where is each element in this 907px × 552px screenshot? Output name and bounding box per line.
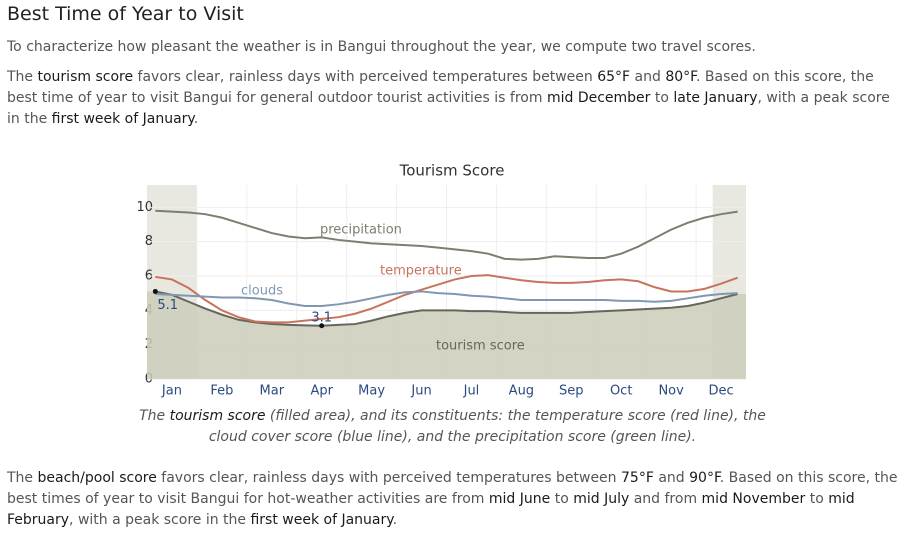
- annotation-dot: [319, 323, 325, 329]
- text: The: [7, 470, 38, 486]
- annotation-dot: [152, 288, 158, 294]
- chart-title: Tourism Score: [399, 162, 505, 180]
- text: To characterize how pleasant the weather…: [7, 39, 756, 55]
- line: [155, 274, 739, 324]
- text: favors clear, rainless days with perceiv…: [156, 470, 621, 486]
- emphasis: 90°F: [689, 470, 720, 486]
- x-tick-label: Mar: [260, 384, 285, 399]
- paragraph: The tourism score favors clear, rainless…: [7, 67, 900, 130]
- emphasis: mid November: [701, 491, 806, 507]
- emphasis: mid June: [488, 491, 551, 507]
- text: The: [139, 408, 170, 424]
- paragraph: The beach/pool score favors clear, rainl…: [7, 468, 900, 531]
- line: [155, 290, 738, 308]
- text: , with a peak score in the: [69, 512, 251, 528]
- text: to: [650, 90, 674, 106]
- text: to: [805, 491, 829, 507]
- text: and from: [629, 491, 702, 507]
- series-label: tourism score: [436, 339, 525, 354]
- emphasis: 80°F: [665, 69, 696, 85]
- emphasis: mid July: [573, 491, 630, 507]
- emphasis: first week of January: [250, 512, 393, 528]
- series-label: temperature: [380, 264, 462, 279]
- line: [155, 209, 738, 261]
- series-label: clouds: [241, 284, 283, 299]
- text: (filled area), and its constituents: the…: [208, 408, 766, 445]
- text: and: [653, 470, 690, 486]
- text: The: [7, 69, 38, 85]
- x-tick-label: Dec: [708, 384, 733, 399]
- emphasis: 75°F: [621, 470, 654, 486]
- x-tick-label: Sep: [559, 384, 584, 399]
- x-tick-label: May: [358, 384, 385, 399]
- text: favors clear, rainless days with perceiv…: [133, 69, 598, 85]
- line: [155, 290, 738, 327]
- y-tick-label: 10: [136, 200, 153, 215]
- x-tick-label: Jun: [410, 384, 431, 399]
- emphasis: first week of January: [51, 111, 194, 127]
- text: and: [630, 69, 666, 85]
- x-tick-label: Jan: [161, 384, 182, 399]
- annotation-label: 3.1: [311, 310, 332, 325]
- emphasis: mid February: [7, 491, 855, 528]
- series-label: precipitation: [320, 223, 402, 238]
- annotation-label: 5.1: [157, 298, 178, 313]
- emphasis: tourism score: [169, 408, 266, 424]
- x-tick-label: Nov: [658, 384, 684, 399]
- area: [147, 291, 746, 379]
- emphasis: mid December: [546, 90, 651, 106]
- text: , with a peak score in the: [7, 90, 890, 127]
- paragraph: To characterize how pleasant the weather…: [7, 37, 900, 58]
- heading: Best Time of Year to Visit: [7, 3, 244, 25]
- text: . Based on this score, the best time of …: [7, 69, 874, 106]
- emphasis: late January: [673, 90, 758, 106]
- text: .: [193, 111, 199, 127]
- x-tick-label: Feb: [210, 384, 233, 399]
- caption: The tourism score (filled area), and its…: [130, 406, 775, 448]
- text: .: [392, 512, 398, 528]
- emphasis: beach/pool score: [37, 470, 157, 486]
- text: . Based on this score, the best times of…: [7, 470, 898, 507]
- emphasis: 65°F: [597, 69, 631, 85]
- x-tick-label: Oct: [610, 384, 632, 399]
- emphasis: tourism score: [37, 69, 134, 85]
- x-tick-label: Aug: [509, 384, 534, 399]
- text: to: [550, 491, 574, 507]
- x-tick-label: Apr: [310, 384, 333, 399]
- x-tick-label: Jul: [463, 384, 480, 399]
